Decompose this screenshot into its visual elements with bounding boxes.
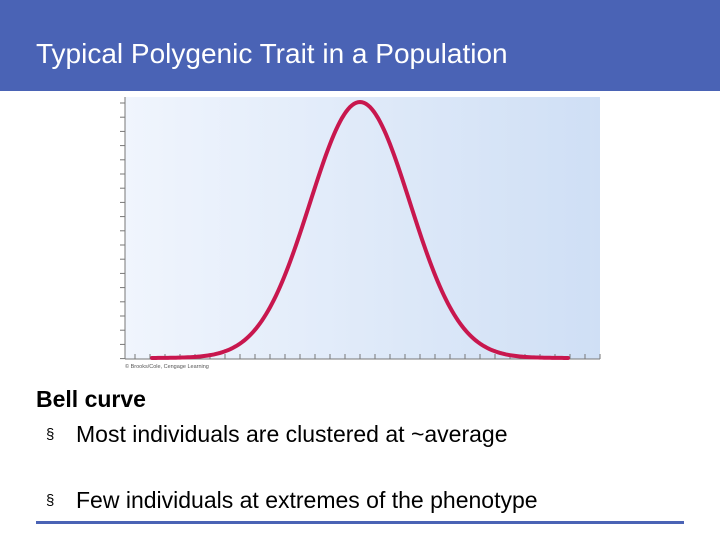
title-bar: Typical Polygenic Trait in a Population: [0, 0, 720, 91]
bell-curve: [150, 99, 570, 360]
bullet-text: Most individuals are clustered at ~avera…: [76, 421, 508, 447]
bullet-item: § Most individuals are clustered at ~ave…: [46, 421, 508, 448]
bullet-item: § Few individuals at extremes of the phe…: [46, 487, 538, 514]
image-credit: © Brooks/Cole, Cengage Learning: [125, 363, 209, 370]
bell-curve-heading: Bell curve: [36, 386, 146, 412]
plot-background: [125, 97, 600, 359]
bottom-divider: [36, 521, 684, 524]
slide-title: Typical Polygenic Trait in a Population: [36, 38, 508, 69]
bullet-marker: §: [46, 426, 55, 443]
bullet-text: Few individuals at extremes of the pheno…: [76, 487, 538, 513]
bullet-marker: §: [46, 492, 55, 509]
y-axis-ticks: [120, 102, 125, 360]
